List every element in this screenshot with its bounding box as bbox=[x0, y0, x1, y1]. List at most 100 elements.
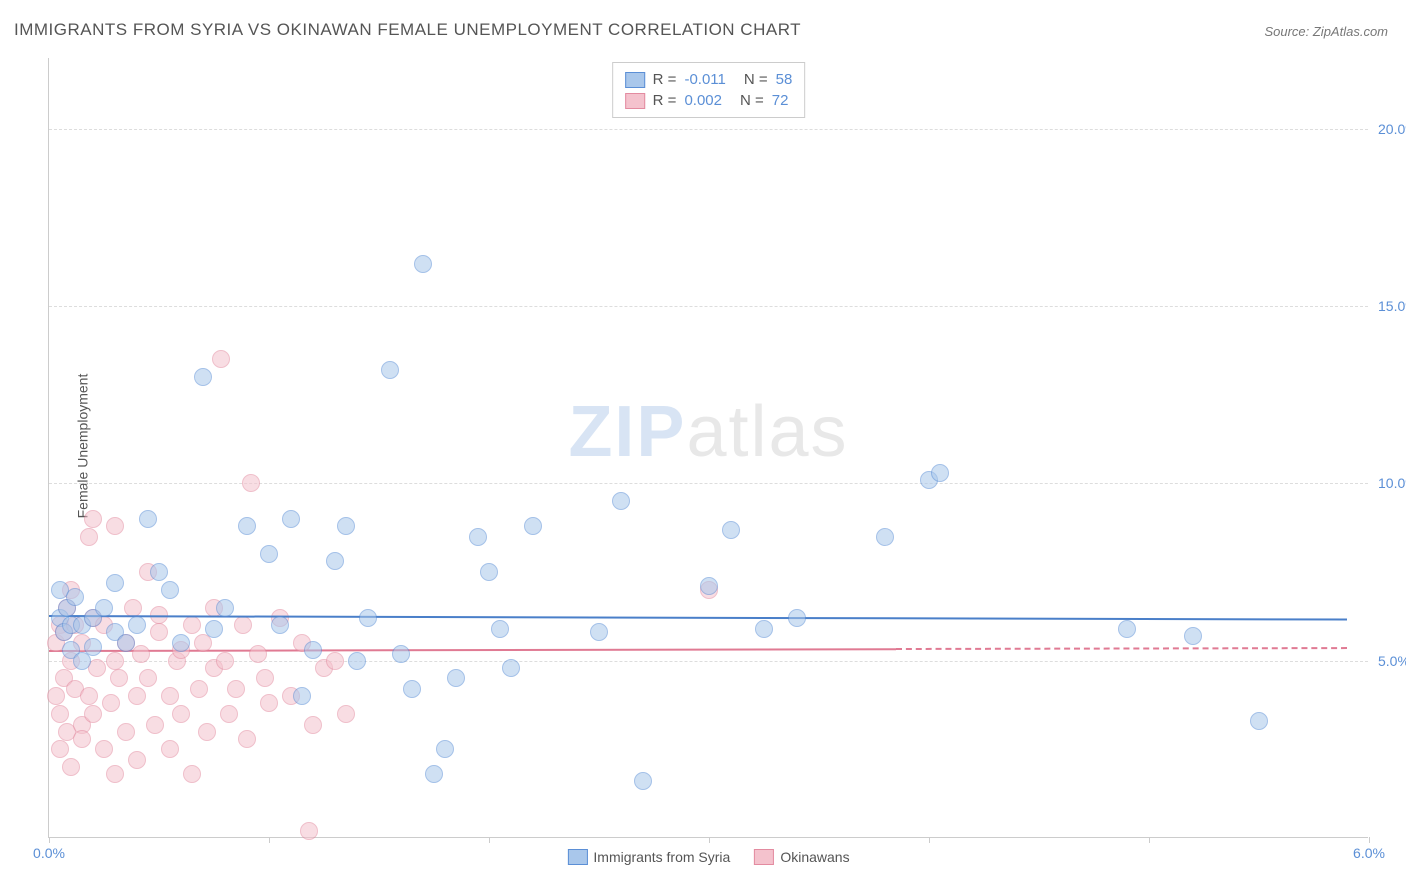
scatter-marker bbox=[161, 740, 179, 758]
scatter-marker bbox=[106, 652, 124, 670]
scatter-marker bbox=[300, 822, 318, 840]
scatter-marker bbox=[220, 705, 238, 723]
scatter-marker bbox=[249, 645, 267, 663]
legend-swatch bbox=[567, 849, 587, 865]
scatter-marker bbox=[1250, 712, 1268, 730]
scatter-marker bbox=[414, 255, 432, 273]
scatter-marker bbox=[102, 694, 120, 712]
legend-swatch bbox=[754, 849, 774, 865]
scatter-marker bbox=[337, 705, 355, 723]
scatter-marker bbox=[634, 772, 652, 790]
scatter-marker bbox=[132, 645, 150, 663]
scatter-marker bbox=[612, 492, 630, 510]
scatter-marker bbox=[47, 687, 65, 705]
scatter-marker bbox=[84, 705, 102, 723]
scatter-marker bbox=[359, 609, 377, 627]
watermark-atlas: atlas bbox=[686, 392, 848, 472]
legend-r-value: 0.002 bbox=[684, 92, 722, 109]
bottom-legend-item: Okinawans bbox=[754, 849, 849, 865]
scatter-marker bbox=[403, 680, 421, 698]
scatter-marker bbox=[326, 552, 344, 570]
y-tick-label: 20.0% bbox=[1378, 121, 1406, 137]
scatter-marker bbox=[282, 510, 300, 528]
gridline-h bbox=[49, 306, 1368, 307]
scatter-marker bbox=[227, 680, 245, 698]
bottom-legend-label: Okinawans bbox=[780, 849, 849, 865]
scatter-marker bbox=[256, 669, 274, 687]
gridline-h bbox=[49, 129, 1368, 130]
scatter-marker bbox=[84, 510, 102, 528]
scatter-marker bbox=[51, 705, 69, 723]
scatter-marker bbox=[128, 687, 146, 705]
scatter-marker bbox=[722, 521, 740, 539]
scatter-marker bbox=[216, 652, 234, 670]
scatter-marker bbox=[337, 517, 355, 535]
scatter-marker bbox=[304, 716, 322, 734]
scatter-marker bbox=[755, 620, 773, 638]
legend-stats-box: R =-0.011N =58R =0.002N =72 bbox=[612, 62, 806, 118]
scatter-marker bbox=[95, 740, 113, 758]
scatter-marker bbox=[106, 765, 124, 783]
scatter-marker bbox=[198, 723, 216, 741]
chart-title: IMMIGRANTS FROM SYRIA VS OKINAWAN FEMALE… bbox=[14, 20, 801, 40]
watermark: ZIPatlas bbox=[568, 391, 848, 473]
scatter-marker bbox=[110, 669, 128, 687]
scatter-marker bbox=[212, 350, 230, 368]
scatter-marker bbox=[205, 620, 223, 638]
scatter-marker bbox=[931, 464, 949, 482]
legend-n-value: 58 bbox=[776, 71, 793, 88]
legend-n-label: N = bbox=[740, 92, 764, 109]
scatter-marker bbox=[62, 758, 80, 776]
scatter-marker bbox=[150, 623, 168, 641]
scatter-marker bbox=[1184, 627, 1202, 645]
scatter-marker bbox=[304, 641, 322, 659]
x-tick bbox=[49, 837, 50, 843]
scatter-marker bbox=[242, 474, 260, 492]
scatter-marker bbox=[106, 574, 124, 592]
scatter-marker bbox=[392, 645, 410, 663]
scatter-marker bbox=[788, 609, 806, 627]
scatter-marker bbox=[84, 638, 102, 656]
scatter-marker bbox=[172, 634, 190, 652]
scatter-marker bbox=[183, 765, 201, 783]
scatter-marker bbox=[260, 694, 278, 712]
scatter-marker bbox=[381, 361, 399, 379]
scatter-marker bbox=[73, 730, 91, 748]
scatter-marker bbox=[238, 517, 256, 535]
scatter-marker bbox=[128, 616, 146, 634]
y-tick-label: 10.0% bbox=[1378, 475, 1406, 491]
scatter-marker bbox=[80, 687, 98, 705]
x-tick bbox=[269, 837, 270, 843]
legend-stats-row: R =-0.011N =58 bbox=[625, 69, 793, 90]
scatter-marker bbox=[216, 599, 234, 617]
legend-r-label: R = bbox=[653, 71, 677, 88]
scatter-marker bbox=[425, 765, 443, 783]
scatter-marker bbox=[1118, 620, 1136, 638]
bottom-legend-item: Immigrants from Syria bbox=[567, 849, 730, 865]
legend-swatch bbox=[625, 93, 645, 109]
scatter-marker bbox=[117, 723, 135, 741]
scatter-marker bbox=[876, 528, 894, 546]
scatter-marker bbox=[524, 517, 542, 535]
legend-swatch bbox=[625, 72, 645, 88]
y-tick-label: 5.0% bbox=[1378, 653, 1406, 669]
x-tick bbox=[709, 837, 710, 843]
scatter-marker bbox=[183, 616, 201, 634]
x-tick bbox=[489, 837, 490, 843]
bottom-legend: Immigrants from Syria Okinawans bbox=[567, 849, 849, 865]
legend-r-label: R = bbox=[653, 92, 677, 109]
scatter-marker bbox=[293, 687, 311, 705]
scatter-marker bbox=[436, 740, 454, 758]
scatter-marker bbox=[502, 659, 520, 677]
scatter-marker bbox=[469, 528, 487, 546]
scatter-marker bbox=[491, 620, 509, 638]
source-label: Source: ZipAtlas.com bbox=[1264, 24, 1388, 39]
scatter-marker bbox=[124, 599, 142, 617]
scatter-marker bbox=[117, 634, 135, 652]
trend-line-dashed bbox=[896, 647, 1347, 650]
scatter-marker bbox=[590, 623, 608, 641]
scatter-marker bbox=[139, 510, 157, 528]
y-tick-label: 15.0% bbox=[1378, 298, 1406, 314]
scatter-marker bbox=[150, 563, 168, 581]
x-tick-label: 6.0% bbox=[1353, 845, 1385, 861]
